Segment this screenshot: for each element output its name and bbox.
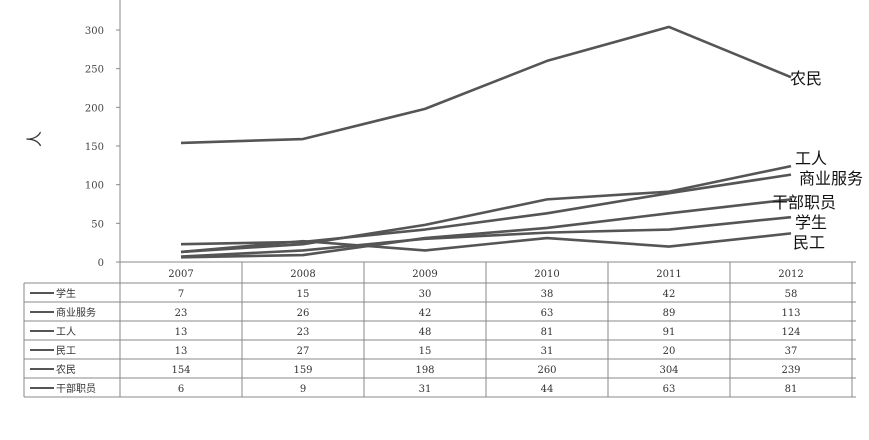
y-tick-label: 200 [85, 103, 104, 114]
y-tick-label: 100 [85, 181, 104, 192]
table-cell-value: 15 [419, 346, 432, 357]
table-cell-value: 6 [178, 384, 184, 395]
table-cell-value: 31 [419, 384, 432, 395]
series-end-label: 民工 [793, 233, 825, 252]
table-cell-value: 124 [781, 327, 800, 338]
table-cell-value: 26 [297, 308, 310, 319]
table-cell-value: 7 [178, 289, 184, 300]
table-cell-value: 42 [419, 308, 432, 319]
table-cell-value: 63 [663, 384, 676, 395]
y-tick-label: 0 [98, 258, 104, 269]
x-category-label: 2009 [412, 269, 437, 280]
table-cell-value: 13 [175, 346, 188, 357]
table-cell-value: 154 [171, 365, 190, 376]
table-cell-value: 58 [785, 289, 798, 300]
table-cell-value: 48 [419, 327, 432, 338]
series-line-3 [180, 232, 792, 254]
table-row-label: 商业服务 [56, 306, 96, 319]
axes: 0 50 100 150 200 250 300 人 [25, 0, 121, 269]
table-cell-value: 15 [297, 289, 310, 300]
table-cell-value: 31 [541, 346, 554, 357]
y-tick-label: 300 [85, 26, 104, 37]
table-cell-value: 198 [415, 365, 434, 376]
x-category-label: 2010 [534, 269, 559, 280]
series-end-label: 工人 [795, 149, 827, 168]
table-cell-value: 159 [293, 365, 312, 376]
table-cell-value: 113 [781, 308, 800, 319]
table-row-label: 农民 [56, 363, 76, 376]
table-row-label: 民工 [56, 345, 76, 357]
series-lines [180, 25, 792, 259]
table-cell-value: 23 [297, 327, 310, 338]
table-row-label: 工人 [56, 326, 76, 338]
table-row-label: 干部职员 [56, 382, 96, 395]
table-cell-value: 13 [175, 327, 188, 338]
table-cell-value: 304 [659, 365, 678, 376]
table-cell-value: 23 [175, 308, 188, 319]
series-end-label: 农民 [790, 69, 822, 88]
series-line-2 [180, 164, 792, 254]
x-category-label: 2007 [168, 269, 193, 280]
table-cell-value: 63 [541, 308, 554, 319]
table-cell-value: 20 [663, 346, 676, 357]
y-tick-label: 250 [85, 65, 104, 76]
y-axis-title: 人 [25, 131, 44, 147]
table-cell-value: 42 [663, 289, 676, 300]
x-category-label: 2008 [290, 269, 315, 280]
series-end-label: 干部职员 [772, 193, 836, 212]
series-end-label: 商业服务 [799, 169, 863, 188]
table-cell-value: 81 [785, 384, 798, 395]
series-line-5 [180, 198, 792, 259]
x-category-label: 2011 [656, 269, 681, 280]
series-end-label: 学生 [795, 213, 827, 232]
x-category-label: 2012 [778, 269, 803, 280]
table-cell-value: 27 [297, 346, 310, 357]
table-cell-value: 89 [663, 308, 676, 319]
series-line-4 [180, 25, 792, 145]
table-cell-value: 260 [537, 365, 556, 376]
table-cell-value: 91 [663, 327, 676, 338]
table-cell-value: 37 [785, 346, 798, 357]
y-tick-label: 50 [91, 219, 104, 230]
y-tick-label: 150 [85, 142, 104, 153]
table-cell-value: 9 [300, 384, 306, 395]
series-line-0 [180, 215, 792, 258]
table-row-label: 学生 [56, 287, 76, 300]
table-cell-value: 38 [541, 289, 554, 300]
table-cell-value: 30 [419, 289, 432, 300]
table-cell-value: 81 [541, 327, 554, 338]
table-cell-value: 44 [541, 384, 554, 395]
table-cell-value: 239 [781, 365, 800, 376]
